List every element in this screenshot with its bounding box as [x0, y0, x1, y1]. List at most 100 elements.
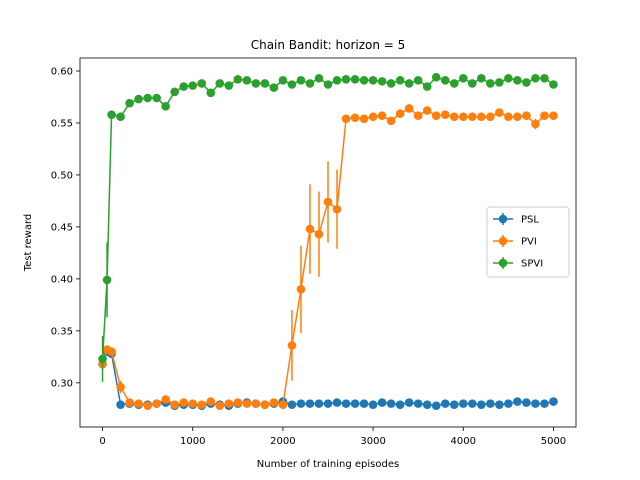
data-point: [377, 398, 387, 407]
data-point: [350, 113, 360, 123]
data-point: [102, 275, 112, 285]
data-point: [323, 80, 333, 89]
legend-label: PVI: [521, 237, 537, 248]
legend-marker: [498, 258, 508, 268]
data-point: [549, 397, 558, 406]
data-point: [359, 76, 369, 85]
data-point: [116, 382, 125, 392]
data-point: [350, 399, 360, 408]
legend-item-pvi: PVI: [493, 235, 537, 248]
data-point: [125, 98, 134, 108]
data-point: [206, 88, 216, 98]
data-point: [98, 354, 107, 364]
y-tick-label: 0.40: [51, 274, 73, 285]
x-tick-label: 0: [99, 436, 105, 447]
plot-frame: [79, 57, 577, 428]
data-point: [305, 79, 315, 88]
y-tick-label: 0.30: [51, 378, 73, 389]
data-point: [368, 76, 378, 85]
data-point: [224, 399, 234, 408]
data-point: [440, 399, 450, 408]
y-tick-label: 0.45: [51, 222, 73, 233]
data-point: [404, 398, 414, 407]
x-axis: 0 1000 2000 3000 4000 5000: [99, 427, 566, 447]
legend-box: [486, 206, 570, 278]
data-point: [477, 400, 486, 409]
data-point: [332, 76, 342, 85]
data-point: [413, 399, 423, 408]
data-point: [540, 73, 549, 83]
data-point: [531, 399, 540, 408]
data-point: [251, 399, 261, 408]
data-point: [395, 76, 405, 85]
data-point: [504, 73, 513, 83]
data-point: [386, 116, 396, 126]
data-point: [504, 399, 513, 408]
legend-label: SPVI: [521, 259, 543, 270]
x-tick-label: 2000: [270, 436, 295, 447]
y-tick-label: 0.50: [51, 170, 73, 181]
data-point: [323, 399, 333, 408]
y-axis-label: Test reward: [23, 214, 34, 273]
series-line-psl: [101, 350, 554, 407]
data-point: [495, 108, 504, 117]
data-point: [287, 80, 297, 89]
data-point: [314, 73, 324, 83]
data-point: [422, 106, 432, 115]
data-point: [269, 398, 279, 407]
data-point: [458, 73, 468, 83]
data-point: [305, 399, 315, 408]
legend-label: PSL: [521, 215, 539, 226]
legend-item-psl: PSL: [493, 213, 539, 226]
data-point: [296, 284, 306, 294]
data-point: [287, 341, 297, 350]
chart-title: Chain Bandit: horizon = 5: [251, 38, 406, 52]
data-point: [522, 398, 531, 407]
data-point: [170, 400, 179, 409]
y-tick-label: 0.60: [51, 66, 73, 77]
data-point: [467, 399, 477, 408]
data-point: [359, 114, 369, 124]
data-point: [513, 397, 522, 406]
data-point: [522, 78, 531, 87]
data-point: [431, 72, 441, 82]
data-point: [224, 81, 234, 90]
data-point: [458, 112, 468, 122]
data-point: [287, 400, 297, 409]
y-axis: 0.30 0.35 0.40 0.45 0.50 0.55 0.60: [51, 66, 80, 389]
data-point: [422, 400, 432, 409]
data-point: [513, 112, 522, 122]
data-point: [341, 399, 351, 408]
data-point: [495, 400, 504, 409]
x-tick-label: 5000: [541, 436, 566, 447]
x-tick-label: 3000: [360, 436, 385, 447]
data-point: [305, 224, 315, 234]
data-point: [404, 104, 414, 113]
legend: PSL PVI SPVI: [486, 206, 570, 278]
data-point: [170, 87, 179, 97]
data-point: [477, 73, 486, 83]
data-point: [332, 204, 342, 214]
data-point: [504, 112, 513, 122]
data-point: [549, 80, 558, 89]
data-point: [413, 111, 423, 120]
x-axis-label: Number of training episodes: [257, 459, 399, 470]
data-point: [143, 401, 152, 410]
data-point: [449, 112, 459, 122]
data-point: [188, 81, 198, 90]
series-line-pvi: [101, 107, 554, 407]
data-point: [197, 79, 207, 88]
data-point: [413, 76, 423, 85]
data-point: [278, 76, 288, 85]
data-point: [531, 73, 540, 83]
data-point: [540, 111, 549, 120]
data-point: [296, 76, 306, 85]
data-point: [513, 76, 522, 85]
legend-marker: [498, 214, 508, 224]
data-point: [422, 82, 432, 91]
legend-marker: [498, 236, 508, 246]
data-point: [107, 347, 116, 356]
data-point: [395, 109, 405, 118]
data-point: [395, 400, 405, 409]
